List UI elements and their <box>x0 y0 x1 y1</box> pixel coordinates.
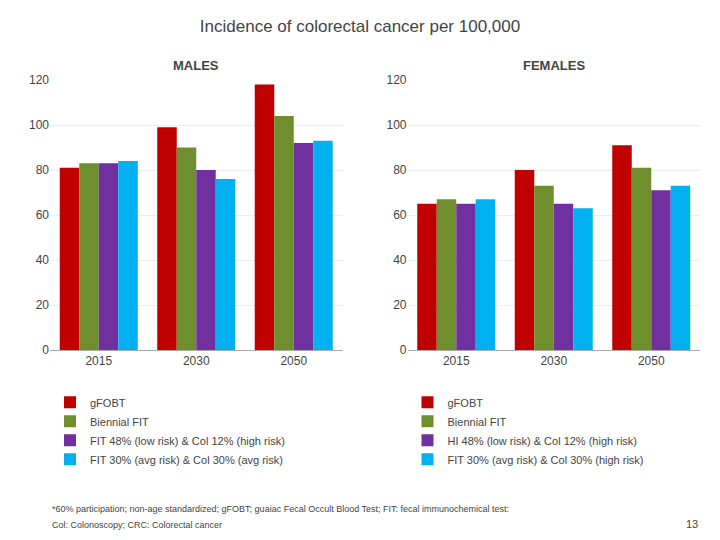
svg-text:FIT 30% (avg risk) & Col 30% (: FIT 30% (avg risk) & Col 30% (high risk) <box>448 454 644 466</box>
svg-text:20: 20 <box>393 298 407 312</box>
svg-text:120: 120 <box>386 73 406 87</box>
svg-text:0: 0 <box>400 343 407 357</box>
svg-text:*60% participation; non-age st: *60% participation; non-age standardized… <box>52 504 509 514</box>
svg-text:80: 80 <box>36 163 50 177</box>
svg-text:80: 80 <box>393 163 407 177</box>
svg-text:0: 0 <box>42 343 49 357</box>
svg-text:40: 40 <box>36 253 50 267</box>
svg-text:2050: 2050 <box>638 354 665 368</box>
svg-text:60: 60 <box>393 208 407 222</box>
svg-text:Biennial FIT: Biennial FIT <box>90 416 149 428</box>
svg-text:2030: 2030 <box>183 354 210 368</box>
svg-text:100: 100 <box>386 118 406 132</box>
svg-text:2015: 2015 <box>443 354 470 368</box>
svg-text:gFOBT: gFOBT <box>448 397 484 409</box>
svg-text:100: 100 <box>29 118 49 132</box>
svg-text:13: 13 <box>686 518 698 530</box>
svg-text:FIT 30% (avg risk) & Col 30% (: FIT 30% (avg risk) & Col 30% (avg risk) <box>90 454 283 466</box>
svg-text:40: 40 <box>393 253 407 267</box>
svg-text:120: 120 <box>29 73 49 87</box>
svg-text:Incidence of colorectal cancer: Incidence of colorectal cancer per 100,0… <box>200 17 520 36</box>
svg-text:60: 60 <box>36 208 50 222</box>
svg-text:2030: 2030 <box>540 354 567 368</box>
svg-text:2015: 2015 <box>85 354 112 368</box>
svg-text:gFOBT: gFOBT <box>90 397 126 409</box>
svg-text:FEMALES: FEMALES <box>523 58 585 73</box>
svg-text:FIT 48% (low risk) & Col 12% (: FIT 48% (low risk) & Col 12% (high risk) <box>90 435 285 447</box>
svg-text:Biennial FIT: Biennial FIT <box>448 416 507 428</box>
svg-text:MALES: MALES <box>173 58 219 73</box>
svg-text:20: 20 <box>36 298 50 312</box>
svg-text:Col: Colonoscopy; CRC: Colorec: Col: Colonoscopy; CRC: Colorectal cancer <box>52 520 222 530</box>
svg-text:HI 48% (low risk) & Col 12% (h: HI 48% (low risk) & Col 12% (high risk) <box>448 435 638 447</box>
svg-text:2050: 2050 <box>280 354 307 368</box>
